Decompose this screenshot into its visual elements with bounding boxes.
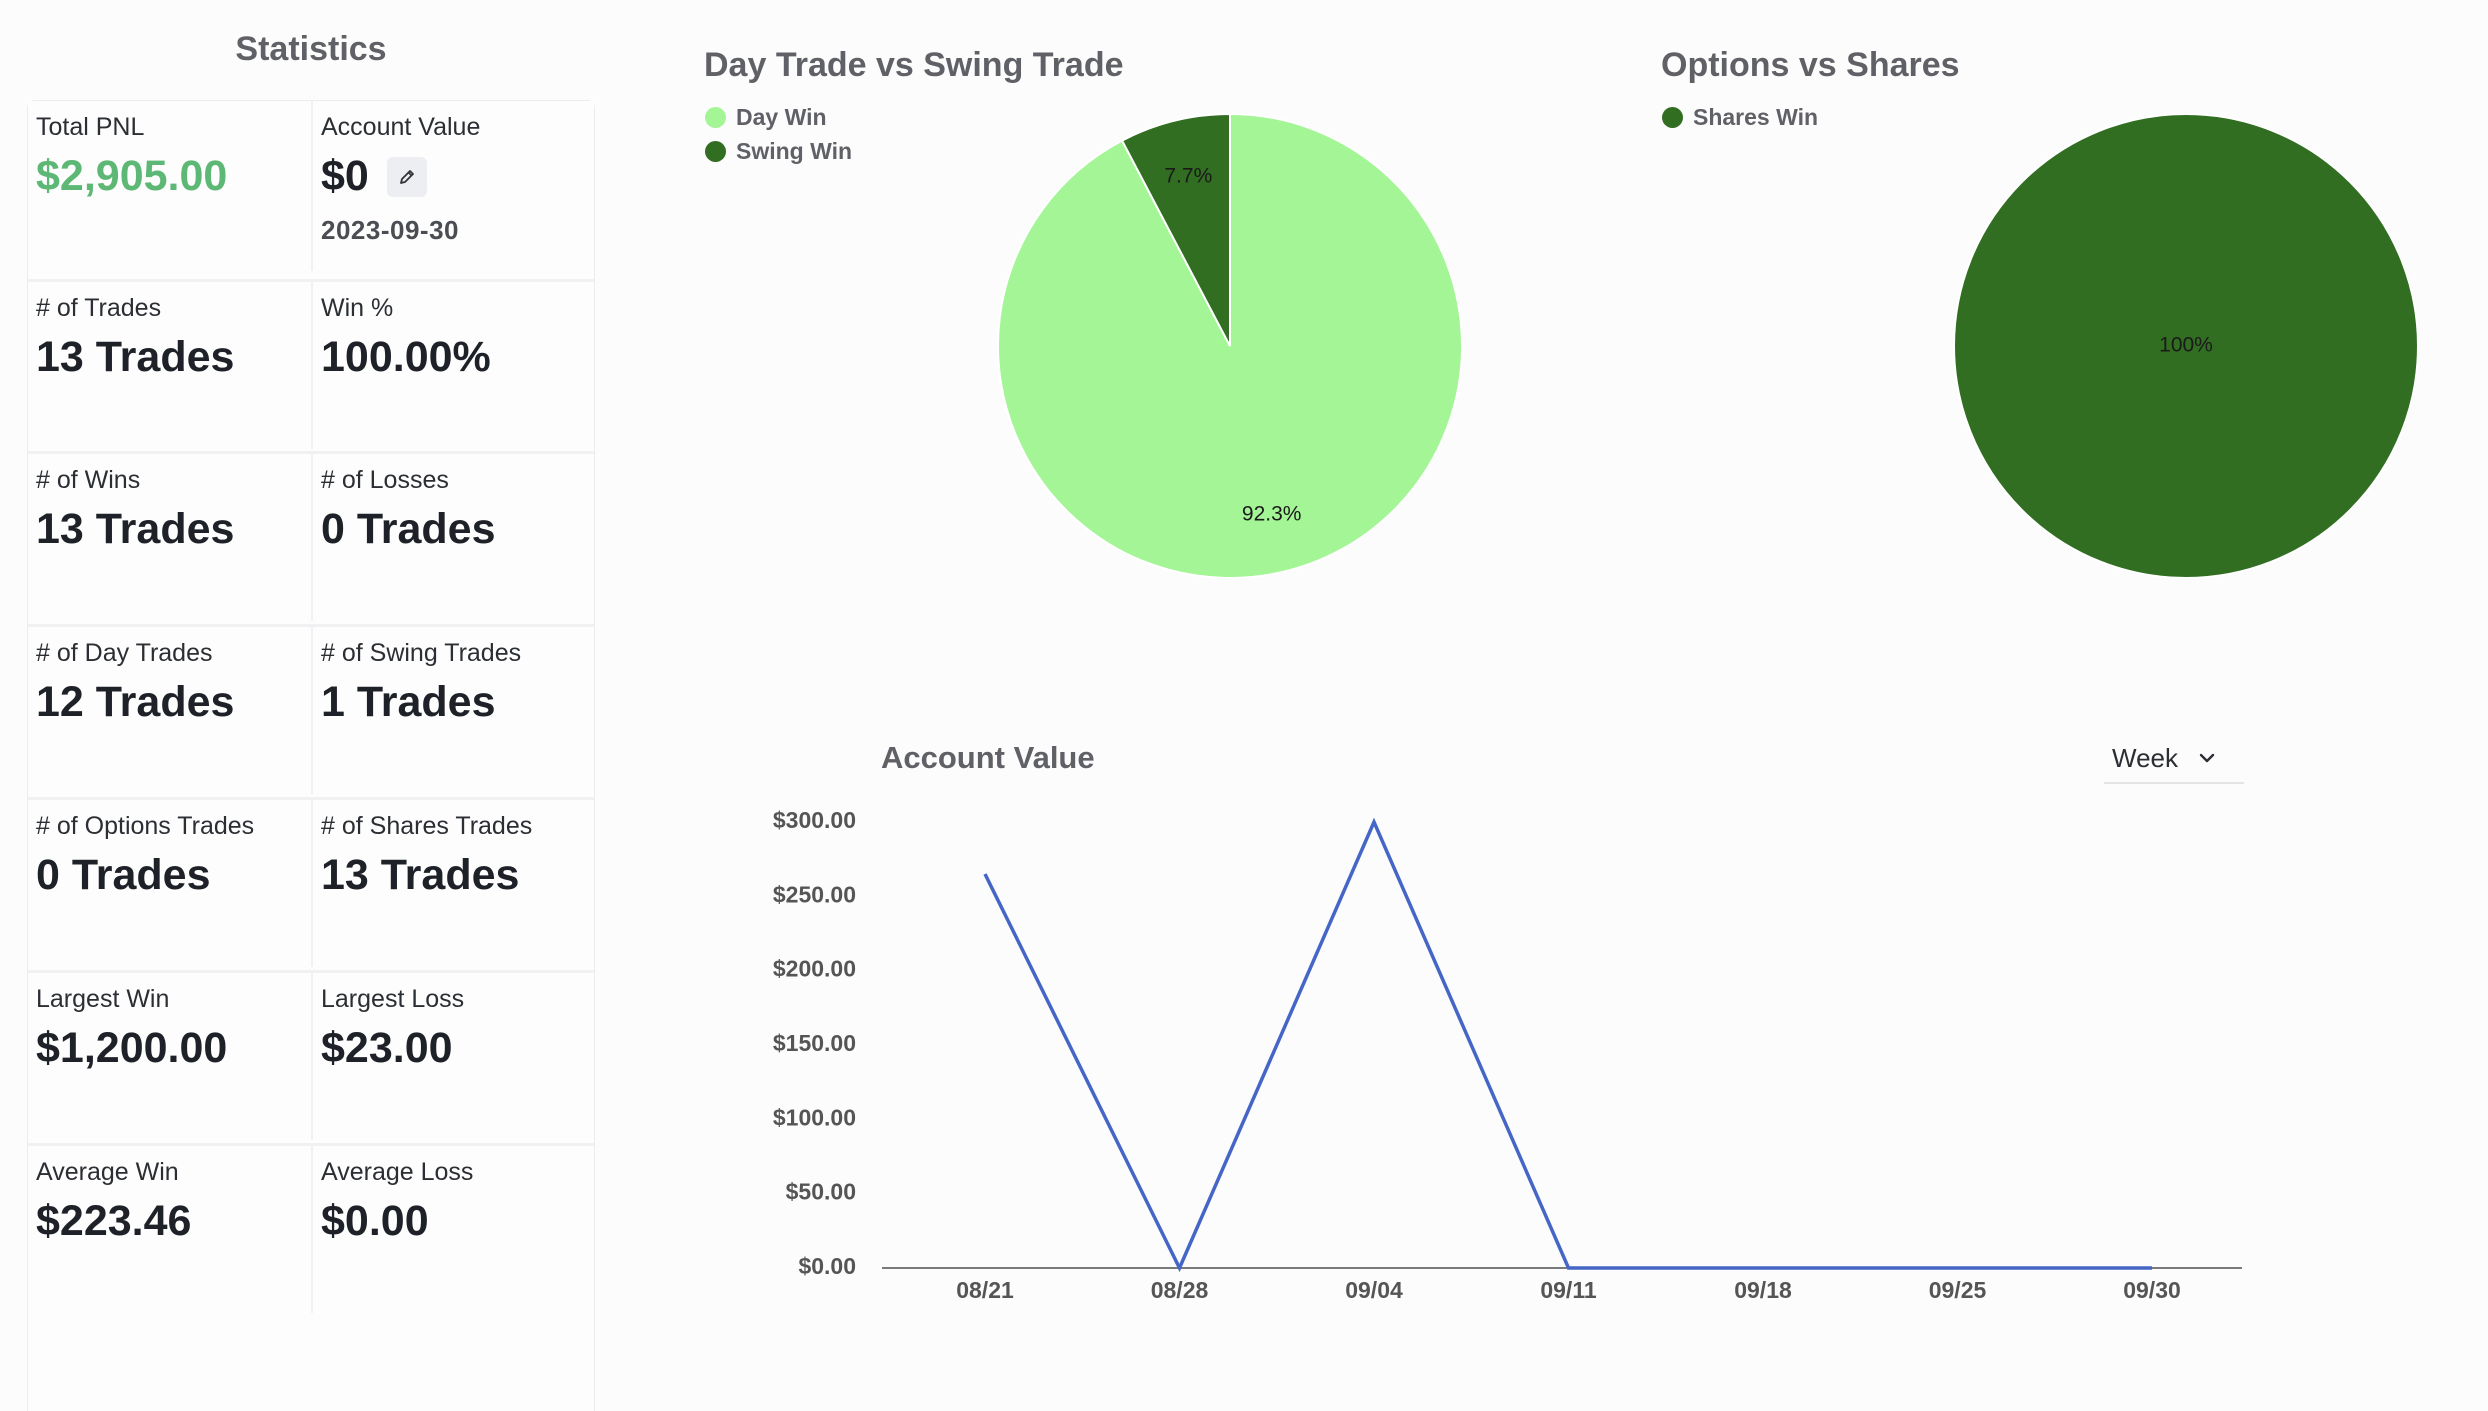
edit-account-value-button[interactable]	[386, 156, 427, 197]
data-point-09-30[interactable]	[2149, 1265, 2155, 1271]
account-value-chart-title: Account Value	[881, 740, 1095, 775]
pie-slice-shares-win[interactable]	[1953, 113, 2419, 579]
y-tick-label: $50.00	[786, 1179, 856, 1205]
data-point-09-25[interactable]	[1955, 1265, 1961, 1271]
pie-slice-swing-win[interactable]	[1120, 112, 1231, 347]
pie-slice-label-day-win: 92.3%	[1242, 502, 1302, 525]
legend-item-shares-win[interactable]: Shares Win	[1662, 100, 1818, 134]
pie-slice-label-shares-win: 100%	[2159, 334, 2213, 357]
pencil-icon	[399, 169, 414, 184]
stat-value: 12 Trades	[36, 678, 235, 726]
period-select-value: Week	[2112, 742, 2178, 773]
y-tick-label: $0.00	[798, 1253, 856, 1279]
stat-value: 1 Trades	[321, 678, 496, 726]
account-value-series-line[interactable]	[983, 817, 2152, 1273]
stat-num-swing-trades: # of Swing Trades 1 Trades	[311, 624, 594, 794]
stat-label: # of Trades	[36, 294, 162, 322]
stat-label: # of Shares Trades	[321, 812, 533, 840]
period-select[interactable]: Week	[2104, 734, 2244, 784]
stat-value: 13 Trades	[321, 851, 520, 899]
stat-label: # of Swing Trades	[321, 639, 522, 667]
legend-label: Swing Win	[736, 137, 853, 164]
stat-label: Largest Win	[36, 985, 170, 1013]
day-swing-chart-title: Day Trade vs Swing Trade	[704, 46, 1124, 84]
stat-label: # of Losses	[321, 466, 449, 494]
legend-item-swing-win[interactable]: Swing Win	[705, 134, 852, 168]
legend-dot	[1662, 106, 1683, 128]
statistics-title: Statistics	[235, 30, 387, 68]
data-point-08-21[interactable]	[982, 871, 988, 877]
stat-average-loss: Average Loss $0.00	[311, 1143, 594, 1313]
x-tick-label: 09/30	[2123, 1277, 2181, 1303]
stat-num-options-trades: # of Options Trades 0 Trades	[28, 797, 311, 967]
stat-label: Total PNL	[36, 113, 145, 141]
legend-label: Day Win	[736, 103, 827, 130]
statistics-panel: Statistics Total PNL $2,905.00 Account V…	[27, 0, 595, 1411]
stat-num-losses: # of Losses 0 Trades	[311, 451, 594, 621]
stat-label: # of Options Trades	[36, 812, 255, 840]
y-tick-label: $200.00	[773, 956, 856, 982]
stat-value: $0.00	[321, 1197, 429, 1245]
pie-slice-label-swing-win: 7.7%	[1164, 165, 1212, 188]
stat-value: 0 Trades	[321, 505, 496, 553]
stat-win-percent: Win % 100.00%	[311, 279, 594, 449]
data-point-09-11[interactable]	[1566, 1265, 1572, 1271]
stat-value: $2,905.00	[36, 152, 228, 200]
data-point-09-18[interactable]	[1760, 1265, 1766, 1271]
stat-largest-win: Largest Win $1,200.00	[28, 970, 311, 1140]
legend-dot	[705, 106, 726, 128]
options-shares-legend: Shares Win	[1662, 100, 1818, 134]
chevron-down-icon	[2198, 752, 2216, 764]
x-tick-label: 08/28	[1151, 1277, 1209, 1303]
stat-total-pnl: Total PNL $2,905.00	[28, 101, 311, 271]
data-point-09-04[interactable]	[1371, 819, 1377, 825]
y-tick-label: $300.00	[773, 807, 856, 833]
x-tick-label: 09/11	[1540, 1277, 1596, 1303]
options-shares-chart-title: Options vs Shares	[1661, 46, 1960, 84]
stat-num-trades: # of Trades 13 Trades	[28, 279, 311, 449]
y-tick-label: $250.00	[773, 881, 856, 907]
x-tick-label: 09/25	[1929, 1277, 1987, 1303]
stat-value: $223.46	[36, 1197, 192, 1245]
stat-largest-loss: Largest Loss $23.00	[311, 970, 594, 1140]
data-point-08-28[interactable]	[1177, 1265, 1183, 1271]
x-tick-label: 09/04	[1345, 1277, 1403, 1303]
day-swing-pie-chart: 92.3% 7.7%	[997, 112, 1463, 579]
stat-account-value: Account Value $0 2023-09-30	[311, 101, 594, 271]
account-value-date: 2023-09-30	[321, 215, 459, 245]
stat-num-wins: # of Wins 13 Trades	[28, 451, 311, 621]
stat-value: 100.00%	[321, 333, 491, 381]
x-tick-label: 08/21	[956, 1277, 1014, 1303]
stat-label: Win %	[321, 294, 394, 322]
stat-average-win: Average Win $223.46	[28, 1143, 311, 1313]
stat-value: $0	[321, 152, 369, 200]
legend-dot	[705, 140, 726, 162]
stat-label: Account Value	[321, 113, 481, 141]
stat-value: 13 Trades	[36, 333, 235, 381]
legend-label: Shares Win	[1693, 103, 1819, 130]
stat-num-shares-trades: # of Shares Trades 13 Trades	[311, 797, 594, 967]
statistics-grid: Total PNL $2,905.00 Account Value $0 202…	[27, 100, 595, 1411]
stat-num-day-trades: # of Day Trades 12 Trades	[28, 624, 311, 794]
stat-label: # of Wins	[36, 466, 141, 494]
stat-label: Largest Loss	[321, 985, 465, 1013]
legend-item-day-win[interactable]: Day Win	[705, 100, 852, 134]
stat-label: # of Day Trades	[36, 639, 213, 667]
stat-value: 0 Trades	[36, 851, 211, 899]
x-tick-label: 09/18	[1734, 1277, 1792, 1303]
day-swing-legend: Day Win Swing Win	[705, 100, 852, 168]
stat-value: 13 Trades	[36, 505, 235, 553]
stat-label: Average Win	[36, 1158, 179, 1186]
stat-label: Average Loss	[321, 1158, 474, 1186]
stat-value: $23.00	[321, 1024, 453, 1072]
stat-value: $1,200.00	[36, 1024, 228, 1072]
y-tick-label: $150.00	[773, 1030, 856, 1056]
options-shares-pie-chart: 100%	[1953, 113, 2419, 579]
y-tick-label: $100.00	[773, 1104, 856, 1130]
